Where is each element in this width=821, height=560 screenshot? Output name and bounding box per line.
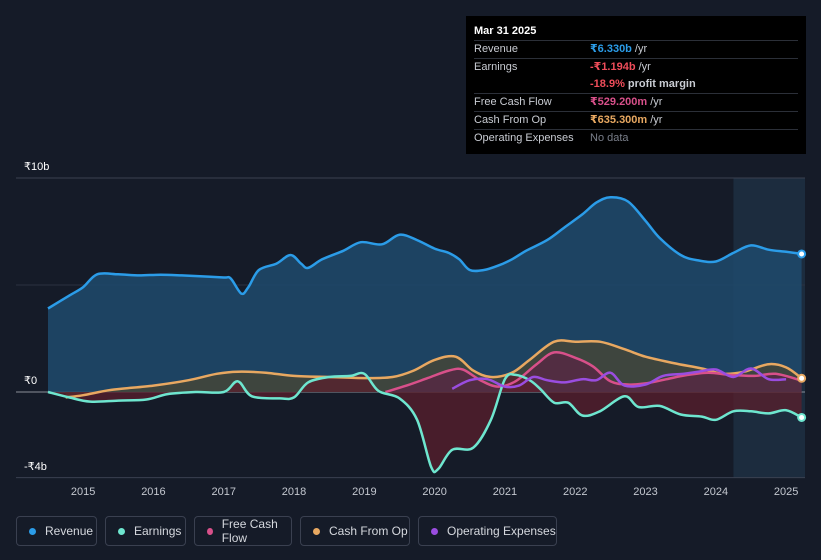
legend-dot-icon — [118, 527, 125, 535]
legend-label: Free Cash Flow — [221, 517, 278, 545]
legend-item-operating-expenses[interactable]: Operating Expenses — [418, 516, 557, 546]
legend-label: Cash From Op — [329, 524, 408, 538]
tooltip-row: Cash From Op ₹635.300m/yr — [474, 111, 798, 129]
tooltip-row-unit: /yr — [650, 114, 663, 126]
legend-item-cash-from-op[interactable]: Cash From Op — [300, 516, 410, 546]
tooltip-row-label: Cash From Op — [474, 114, 547, 126]
tooltip-date: Mar 31 2025 — [474, 25, 537, 37]
tooltip-row-unit: profit margin — [627, 78, 696, 90]
x-tick-label: 2015 — [70, 486, 96, 498]
legend-dot-icon — [313, 527, 320, 535]
line-cash-from-op — [65, 339, 803, 399]
x-tick-label: 2021 — [492, 486, 518, 498]
end-marker-revenue — [797, 249, 807, 259]
legend-dot-icon — [207, 527, 213, 535]
series-lines — [47, 196, 803, 474]
data-tooltip: Mar 31 2025 Revenue ₹6.330b/yr Earnings -₹1… — [466, 16, 806, 154]
area-earnings — [48, 372, 802, 473]
legend-label: Revenue — [45, 524, 94, 538]
line-operating-expenses — [451, 367, 787, 390]
tooltip-row-value: -18.9% — [590, 78, 625, 90]
tooltip-row-label: Operating Expenses — [474, 132, 574, 144]
tooltip-row-label: Free Cash Flow — [474, 96, 552, 108]
legend-label: Operating Expenses — [447, 524, 556, 538]
tooltip-row-label: Revenue — [474, 43, 519, 55]
legend-item-earnings[interactable]: Earnings — [105, 516, 186, 546]
x-tick-label: 2018 — [281, 486, 307, 498]
legend-label: Earnings — [134, 524, 182, 538]
tooltip-row: Free Cash Flow ₹529.200m/yr — [474, 93, 798, 111]
x-tick-label: 2023 — [633, 486, 658, 498]
tooltip-row: -18.9% profit margin — [474, 76, 798, 93]
tooltip-row: Operating Expenses No data — [474, 129, 798, 147]
x-tick-label: 2020 — [422, 486, 447, 498]
x-tick-label: 2024 — [703, 486, 729, 498]
tooltip-row-value: ₹635.300m — [590, 114, 648, 126]
series-end-markers — [797, 249, 807, 422]
end-marker-cash-from-op — [797, 373, 807, 383]
legend-dot-icon — [431, 527, 438, 535]
x-tick-label: 2017 — [211, 486, 236, 498]
legend-item-free-cash-flow[interactable]: Free Cash Flow — [194, 516, 292, 546]
y-tick-label-zero: ₹0 — [24, 375, 38, 387]
tooltip-row-label: Earnings — [474, 61, 518, 73]
tooltip-row-label — [474, 76, 590, 93]
x-tick-label: 2019 — [352, 486, 377, 498]
area-free-cash-flow — [385, 352, 802, 392]
tooltip-row-value: -₹1.194b — [590, 61, 636, 73]
legend-dot-icon — [29, 527, 36, 535]
tooltip-row: Revenue ₹6.330b/yr — [474, 40, 798, 58]
y-tick-label-top: ₹10b — [24, 161, 50, 173]
x-tick-label: 2016 — [141, 486, 166, 498]
line-free-cash-flow — [385, 350, 802, 394]
area-revenue — [48, 197, 802, 392]
x-tick-label: 2022 — [563, 486, 588, 498]
tooltip-row-value: ₹6.330b — [590, 43, 632, 55]
tooltip-row-unit: /yr — [634, 43, 648, 55]
legend-item-revenue[interactable]: Revenue — [16, 516, 97, 546]
y-tick-label-bottom: -₹4b — [24, 461, 47, 473]
tooltip-row: Earnings -₹1.194b/yr — [474, 58, 798, 76]
tooltip-row-unit: /yr — [650, 96, 663, 108]
tooltip-row-value: No data — [590, 132, 629, 144]
line-earnings — [47, 371, 803, 474]
line-revenue — [47, 196, 802, 310]
tooltip-row-value: ₹529.200m — [590, 96, 648, 108]
series-areas — [48, 197, 802, 473]
end-marker-earnings — [797, 412, 807, 422]
x-tick-label: 2025 — [773, 486, 799, 498]
tooltip-row-unit: /yr — [638, 61, 651, 73]
